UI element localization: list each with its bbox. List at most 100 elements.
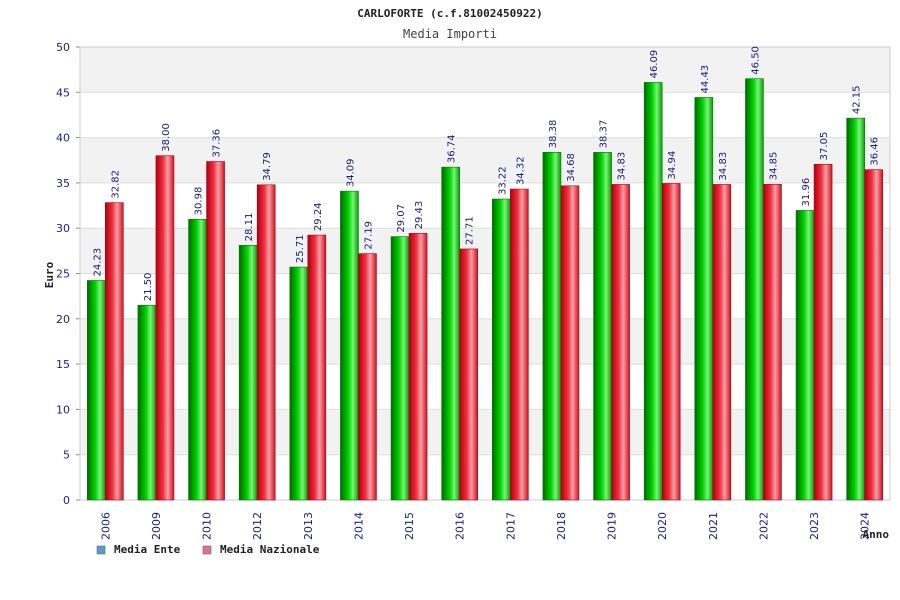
y-tick-label: 15 (56, 358, 70, 371)
data-label-media-nazionale-2013: 29.24 (313, 202, 324, 231)
x-tick-label: 2006 (99, 512, 112, 540)
x-tick-label: 2019 (606, 512, 619, 540)
legend-swatch-media-ente (96, 545, 106, 555)
data-label-media-ente-2014: 34.09 (345, 159, 356, 188)
data-label-media-nazionale-2021: 34.83 (718, 152, 729, 181)
y-axis-label: Euro (43, 261, 56, 288)
data-label-media-ente-2021: 44.43 (700, 65, 711, 94)
bar-media-nazionale-2006 (105, 202, 124, 501)
y-tick-label: 50 (56, 41, 70, 54)
x-tick-label: 2009 (150, 512, 163, 540)
bar-media-ente-2022 (745, 78, 764, 501)
data-label-media-ente-2009: 21.50 (143, 273, 154, 302)
data-label-media-ente-2012: 28.11 (244, 213, 255, 242)
x-tick-label: 2022 (757, 512, 770, 540)
bar-media-nazionale-2017 (510, 188, 529, 501)
grid-band (80, 92, 890, 138)
plot-frame (79, 46, 891, 501)
data-label-media-ente-2006: 24.23 (92, 248, 103, 277)
x-tick-label: 2015 (403, 512, 416, 540)
bar-media-nazionale-2020 (661, 183, 681, 501)
y-tick-label: 10 (56, 403, 70, 416)
legend-label-media-nazionale: Media Nazionale (220, 543, 320, 556)
data-label-media-nazionale-2006: 32.82 (110, 170, 121, 199)
bar-media-nazionale-2009 (155, 155, 175, 501)
legend-label-media-ente: Media Ente (114, 543, 181, 556)
data-label-media-ente-2024: 42.15 (852, 85, 863, 114)
data-label-media-nazionale-2012: 34.79 (262, 152, 273, 181)
bar-media-ente-2020 (643, 82, 663, 501)
x-tick-label: 2010 (201, 512, 214, 540)
bar-media-ente-2021 (694, 97, 714, 501)
bar-media-nazionale-2022 (763, 183, 782, 501)
chart-subtitle: Media Importi (403, 27, 497, 41)
bar-media-nazionale-2024 (864, 169, 883, 501)
y-tick-label: 5 (63, 449, 70, 462)
data-label-media-nazionale-2022: 34.85 (768, 152, 779, 181)
data-label-media-nazionale-2016: 27.71 (465, 216, 476, 245)
bar-media-nazionale-2014 (358, 253, 377, 501)
x-axis-label: Anno (863, 528, 890, 541)
y-tick-label: 0 (63, 494, 70, 507)
x-tick-label: 2014 (352, 512, 365, 540)
y-tick-label: 20 (56, 313, 70, 326)
bar-media-nazionale-2015 (408, 233, 428, 501)
bar-media-ente-2019 (593, 152, 612, 501)
bar-media-ente-2010 (188, 219, 207, 501)
bar-media-ente-2017 (492, 198, 511, 501)
bar-media-ente-2013 (289, 266, 309, 501)
data-label-media-ente-2019: 38.37 (599, 120, 610, 149)
y-tick-label: 25 (56, 268, 70, 281)
data-labels: 24.23 32.82 21.50 38.00 30.98 37.36 28.11 34.79… (92, 46, 880, 301)
data-label-media-nazionale-2014: 27.19 (363, 221, 374, 250)
bar-media-ente-2015 (390, 236, 410, 501)
y-tick-label: 40 (56, 132, 70, 145)
data-label-media-ente-2023: 31.96 (801, 178, 812, 207)
x-tick-label: 2021 (707, 512, 720, 540)
data-label-media-ente-2018: 38.38 (548, 120, 559, 149)
data-label-media-nazionale-2024: 36.46 (870, 137, 881, 166)
x-tick-label: 2016 (454, 512, 467, 540)
data-label-media-nazionale-2018: 34.68 (566, 153, 577, 182)
data-label-media-ente-2015: 29.07 (396, 204, 407, 233)
bar-media-nazionale-2019 (611, 184, 630, 501)
data-label-media-ente-2010: 30.98 (194, 187, 205, 216)
bar-media-nazionale-2012 (256, 184, 276, 501)
data-label-media-nazionale-2020: 34.94 (667, 151, 678, 180)
x-tick-label: 2013 (302, 512, 315, 540)
y-tick-label: 45 (56, 86, 70, 99)
bar-media-ente-2018 (542, 151, 562, 501)
x-tick-label: 2018 (555, 512, 568, 540)
bar-media-nazionale-2021 (712, 184, 732, 501)
bar-media-ente-2012 (238, 245, 258, 501)
x-tick-label: 2017 (504, 512, 517, 540)
x-tick-label: 2024 (859, 512, 872, 540)
data-label-media-ente-2022: 46.50 (750, 46, 761, 75)
bar-media-ente-2006 (87, 280, 106, 501)
data-label-media-nazionale-2015: 29.43 (414, 201, 425, 230)
chart-title: CARLOFORTE (c.f.81002450922) (357, 7, 542, 20)
y-axis-ticks: 0 5 10 15 20 25 30 35 40 45 50 (56, 41, 70, 507)
bar-media-nazionale-2013 (307, 234, 327, 501)
bar-media-ente-2014 (340, 190, 359, 501)
bar-media-nazionale-2016 (459, 248, 478, 501)
bar-media-ente-2024 (846, 117, 865, 501)
bars (87, 78, 883, 501)
bar-media-nazionale-2010 (206, 161, 225, 501)
y-tick-label: 30 (56, 222, 70, 235)
legend-swatch-media-nazionale (202, 545, 212, 555)
data-label-media-ente-2020: 46.09 (649, 50, 660, 79)
x-tick-label: 2023 (808, 512, 821, 540)
data-label-media-ente-2017: 33.22 (497, 166, 508, 195)
data-label-media-nazionale-2023: 37.05 (819, 132, 830, 161)
data-label-media-nazionale-2017: 34.32 (515, 156, 526, 185)
data-label-media-ente-2016: 36.74 (447, 134, 458, 163)
data-label-media-nazionale-2009: 38.00 (161, 123, 172, 152)
data-label-media-nazionale-2010: 37.36 (212, 129, 223, 158)
y-tick-label: 35 (56, 177, 70, 190)
bar-media-nazionale-2018 (560, 185, 580, 501)
bar-media-ente-2009 (137, 304, 157, 501)
bar-media-nazionale-2023 (813, 164, 833, 501)
legend: Media Ente Media Nazionale (96, 543, 320, 556)
